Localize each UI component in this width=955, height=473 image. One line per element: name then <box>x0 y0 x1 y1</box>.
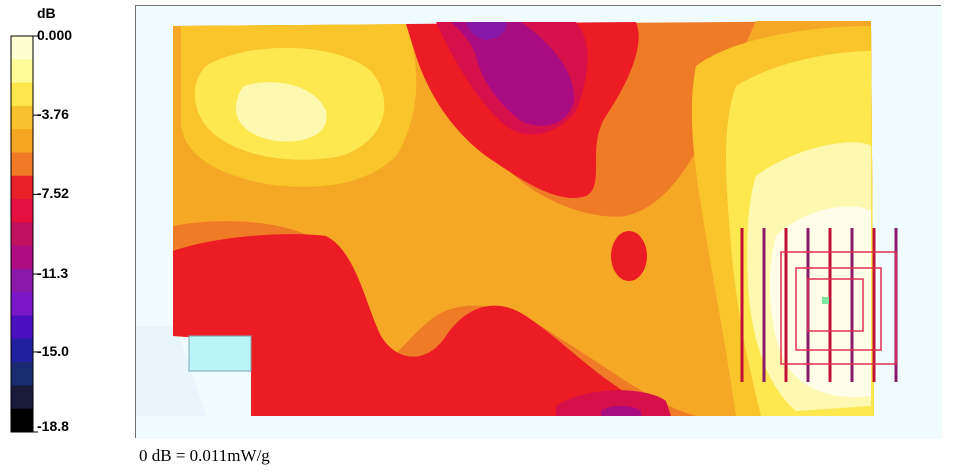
colorbar-segment <box>11 105 33 130</box>
colorbar-segment <box>11 36 33 60</box>
background-wedge <box>136 326 206 416</box>
colorbar-tick-label: -18.8 <box>37 418 69 434</box>
contour-level-7 <box>556 390 671 416</box>
colorbar-segment <box>11 175 33 200</box>
colorbar-segment <box>11 292 33 317</box>
grid-box <box>807 278 864 332</box>
contour-level-6 <box>611 231 647 281</box>
colorbar-segment <box>11 408 33 433</box>
contour-level-6 <box>173 234 661 416</box>
colorbar-segment <box>11 268 33 293</box>
colorbar-segment <box>11 152 33 177</box>
colorbar-tick-label: -15.0 <box>37 342 69 359</box>
grid-box <box>780 251 897 365</box>
zoom-scan-grid <box>740 228 898 382</box>
colorbar-tick-label: -7.52 <box>37 185 69 202</box>
colorbar-unit-label: dB <box>37 5 56 21</box>
colorbar-svg <box>10 35 38 433</box>
contour-level-1 <box>235 82 327 142</box>
peak-marker <box>822 297 829 304</box>
colorbar-segment <box>11 129 33 153</box>
contour-map <box>136 6 942 439</box>
grid-box <box>795 267 882 351</box>
colorbar-segment <box>11 245 33 270</box>
colorbar-segment <box>11 59 33 84</box>
colorbar-segment <box>11 338 33 363</box>
reference-footnote: 0 dB = 0.011mW/g <box>139 446 270 465</box>
contour-level-8 <box>601 405 641 416</box>
contour-level-9 <box>466 22 507 40</box>
colorbar-segment <box>11 362 33 386</box>
sar-contour-plot <box>135 5 942 439</box>
colorbar-tick-label: 0.000 <box>37 27 73 43</box>
cyan-notch-region <box>188 335 252 372</box>
colorbar-legend: dB 0.000 -3.76 -7.52 -11.3 -15.0 -18.8 <box>0 0 130 440</box>
colorbar-segment <box>11 82 33 107</box>
colorbar-tick-label: -11.3 <box>37 265 69 282</box>
colorbar-tick-label: -3.76 <box>37 106 69 123</box>
colorbar-segment <box>11 199 33 223</box>
colorbar-segment <box>11 315 33 340</box>
colorbar-segment <box>11 222 33 247</box>
colorbar-segment <box>11 385 33 410</box>
colorbar-frame <box>10 35 34 433</box>
contour-level-8 <box>451 22 575 126</box>
